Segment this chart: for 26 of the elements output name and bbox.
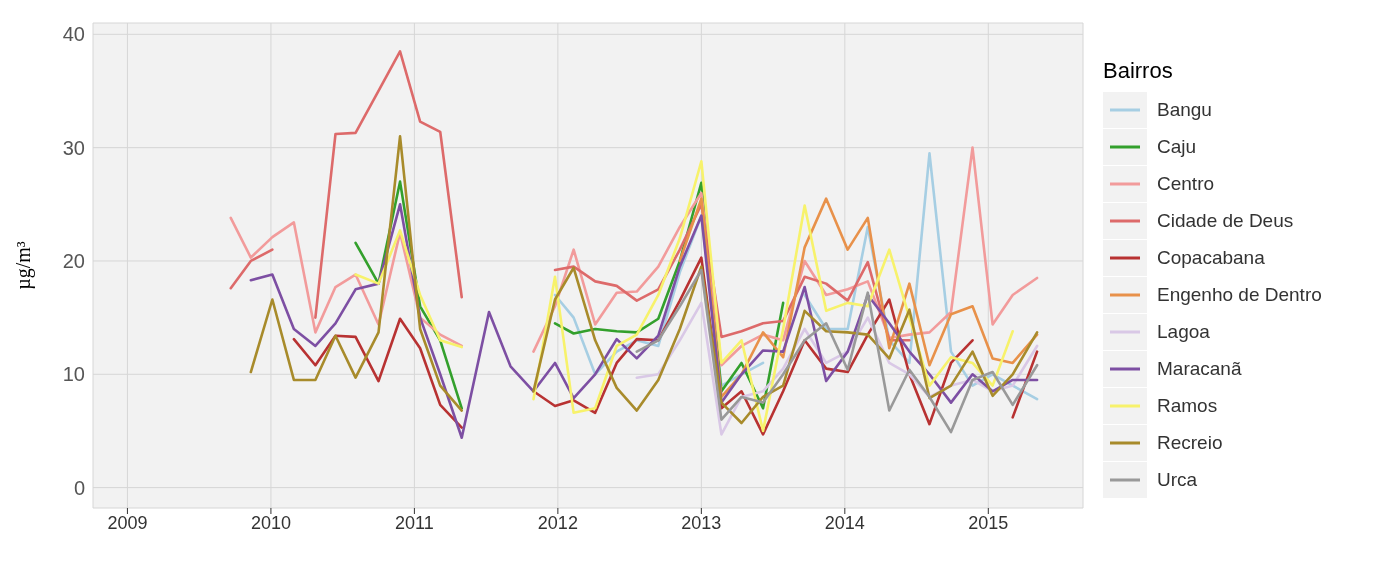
x-tick-label: 2010 xyxy=(250,512,291,533)
y-tick-label: 40 xyxy=(62,23,85,46)
legend-title: Bairros xyxy=(1103,57,1174,84)
legend-label: Engenho de Dentro xyxy=(1157,284,1322,306)
legend-label: Centro xyxy=(1157,173,1215,195)
legend-label: Cidade de Deus xyxy=(1157,210,1294,232)
legend-label: Bangu xyxy=(1157,99,1212,121)
y-axis-title: µg/m³ xyxy=(12,241,36,290)
y-tick-label: 30 xyxy=(62,136,85,159)
legend-label: Urca xyxy=(1157,469,1198,491)
legend-label: Caju xyxy=(1157,136,1197,158)
x-tick-label: 2009 xyxy=(107,512,148,533)
x-tick-label: 2014 xyxy=(824,512,865,533)
x-tick-label: 2012 xyxy=(537,512,578,533)
legend-label: Lagoa xyxy=(1157,321,1210,343)
legend-label: Recreio xyxy=(1157,432,1223,454)
x-tick-label: 2013 xyxy=(681,512,722,533)
y-tick-label: 0 xyxy=(73,476,85,499)
x-tick-label: 2011 xyxy=(395,512,434,533)
legend-label: Ramos xyxy=(1157,395,1218,417)
legend-label: Copacabana xyxy=(1157,247,1265,269)
y-tick-label: 10 xyxy=(62,363,85,386)
line-series xyxy=(635,268,1039,434)
legend-label: Maracanã xyxy=(1157,358,1242,380)
y-tick-label: 20 xyxy=(62,250,85,273)
x-tick-label: 2015 xyxy=(968,512,1009,533)
